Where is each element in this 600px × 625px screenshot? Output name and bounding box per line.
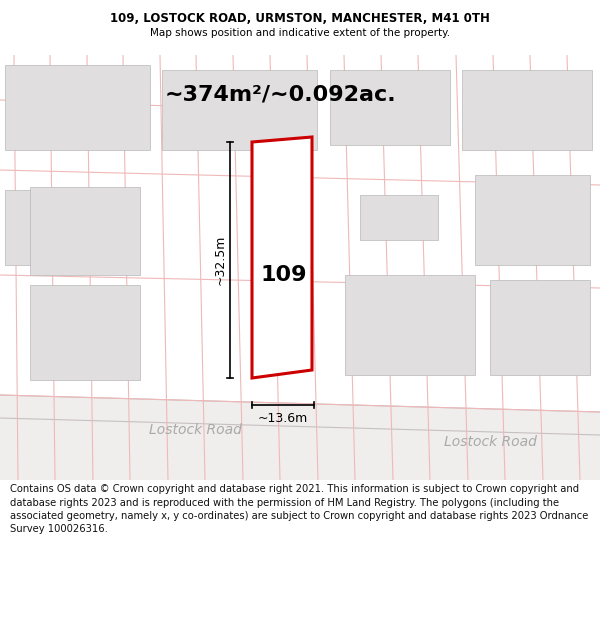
Text: 109, LOSTOCK ROAD, URMSTON, MANCHESTER, M41 0TH: 109, LOSTOCK ROAD, URMSTON, MANCHESTER, … [110,12,490,25]
Bar [475,175,590,265]
Text: ~32.5m: ~32.5m [214,235,227,285]
Text: Lostock Road: Lostock Road [443,435,536,449]
Bar [30,285,140,380]
Polygon shape [252,137,312,378]
Bar [360,195,438,240]
Bar [5,65,150,150]
Text: Lostock Road: Lostock Road [149,423,241,437]
Bar [462,70,592,150]
Text: 109: 109 [261,265,307,285]
Bar [5,190,105,265]
Text: ~13.6m: ~13.6m [258,412,308,426]
Polygon shape [0,395,600,480]
Bar [330,70,450,145]
Text: Map shows position and indicative extent of the property.: Map shows position and indicative extent… [150,29,450,39]
Bar [490,280,590,375]
Text: Contains OS data © Crown copyright and database right 2021. This information is : Contains OS data © Crown copyright and d… [10,484,588,534]
Text: ~374m²/~0.092ac.: ~374m²/~0.092ac. [164,85,396,105]
Bar [162,70,317,150]
Bar [345,275,475,375]
Bar [30,187,140,275]
